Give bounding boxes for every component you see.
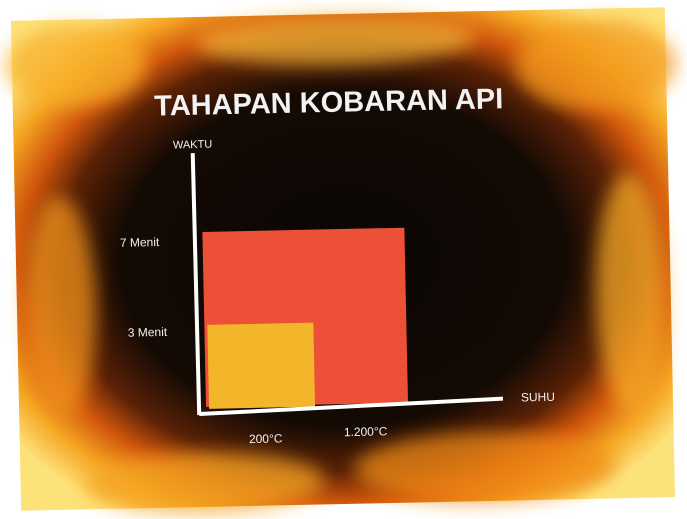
y-tick-label: 7 Menit xyxy=(120,235,160,250)
x-tick-label: 200°C xyxy=(249,431,283,446)
slide: TAHAPAN KOBARAN API WAKTU SUHU 7 Menit 3… xyxy=(5,7,685,517)
x-tick-label: 1.200°C xyxy=(344,424,388,439)
slide-photo: TAHAPAN KOBARAN API WAKTU SUHU 7 Menit 3… xyxy=(0,0,687,519)
y-axis-label: WAKTU xyxy=(173,139,213,152)
x-axis-label: SUHU xyxy=(521,390,555,405)
stage-box-small xyxy=(207,323,315,409)
y-tick-label: 3 Menit xyxy=(128,325,168,340)
